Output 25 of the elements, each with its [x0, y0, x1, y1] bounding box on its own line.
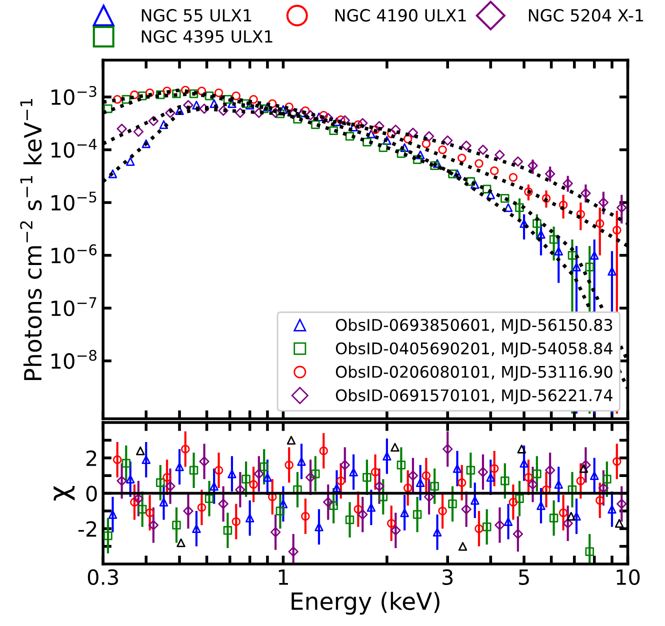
x-tick-label: 0.3: [88, 569, 118, 586]
x-axis-title: Energy (keV): [292, 592, 440, 615]
legend-label: ObsID-0693850601, MJD-56150.83: [336, 318, 612, 334]
y-tick-label: 10$^{−6}$: [52, 244, 97, 264]
text: NGC 4190 ULX1: [335, 9, 466, 22]
y-axis-title: Photons cm$^{−2}$ s$^{−1}$ keV$^{−1}$: [20, 98, 42, 380]
y-tick-label: 10$^{−5}$: [52, 192, 96, 211]
legend-label: ObsID-0206080101, MJD-53116.90: [336, 366, 612, 381]
y-tick-label: 10$^{−7}$: [52, 297, 96, 316]
text: NGC 4395 ULX1: [142, 30, 272, 43]
x-tick-label: 3: [442, 569, 453, 586]
text: NGC 5204 X-1: [528, 9, 644, 22]
y-axis-title: χ: [54, 486, 75, 501]
y-tick-label: 2: [86, 450, 96, 466]
legend-label: ObsID-0691570101, MJD-56221.74: [336, 388, 612, 404]
x-tick-label: 1: [278, 570, 288, 585]
x-tick-label: 10: [616, 569, 640, 586]
y-tick-label: -2: [78, 521, 96, 537]
y-tick-label: 10$^{−8}$: [52, 350, 96, 369]
text: NGC 55 ULX1: [142, 9, 252, 22]
legend-label: ObsID-0405690201, MJD-54058.84: [336, 342, 612, 358]
y-tick-label: 10$^{−4}$: [52, 138, 97, 158]
x-tick-label: 5: [519, 570, 529, 586]
y-tick-label: 10$^{−3}$: [52, 86, 96, 106]
y-tick-label: 0: [86, 486, 97, 502]
